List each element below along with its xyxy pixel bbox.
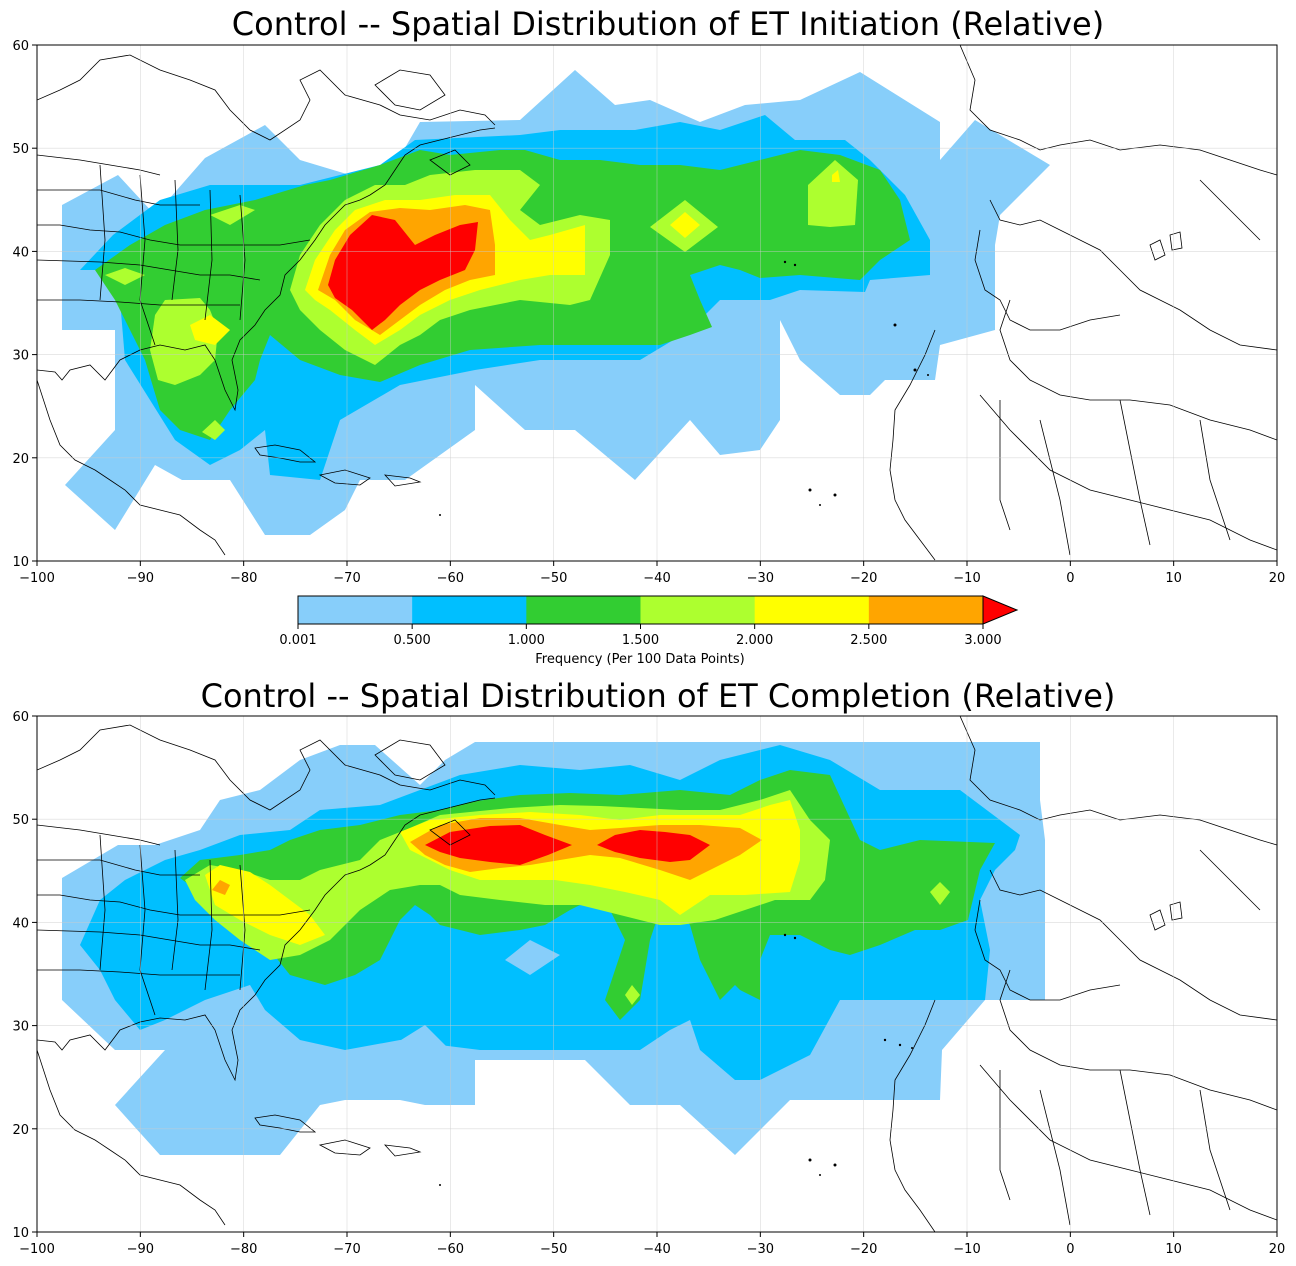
contour-level-3.0 [328,215,478,330]
x-tick-label: −20 [850,571,877,586]
colorbar-label: Frequency (Per 100 Data Points) [535,652,744,667]
coastlines [37,716,1277,1232]
contour-level-3.0 [425,825,572,865]
x-tick-label: −30 [747,1242,774,1257]
x-tick-label: −10 [953,571,980,586]
colorbar-swatches [298,596,984,624]
y-tick-label: 40 [12,245,29,260]
x-tick-label: 10 [1165,1242,1182,1257]
contour-level-1.5 [808,160,858,227]
latitude-axis: 60 50 40 30 20 10 [12,39,37,570]
colorbar: 0.001 0.500 1.000 1.500 2.000 2.500 3.000 Freq… [279,595,1019,667]
x-tick-label: 20 [1269,1242,1286,1257]
coastlines [37,45,1277,561]
contour-level-3.0 [597,830,710,862]
contour-level-1.5 [930,882,950,905]
longitude-axis: −100 −90 −80 −70 −60 −50 −40 −30 −20 −10 0 10 20 [19,561,1285,586]
x-tick-label: −30 [747,571,774,586]
y-tick-label: 60 [12,39,29,54]
x-tick-label: 20 [1269,571,1286,586]
latitude-axis: 60 50 40 30 20 10 [12,710,37,1241]
colorbar-tick-label: 3.000 [964,633,1001,648]
x-tick-label: −70 [333,1242,360,1257]
y-tick-label: 40 [12,916,29,931]
colorbar-tick-label: 1.000 [508,633,545,648]
contour-fill [62,70,1050,535]
x-tick-label: 0 [1066,571,1074,586]
x-tick-label: −100 [19,571,55,586]
x-tick-label: −60 [437,1242,464,1257]
y-tick-label: 10 [12,1226,29,1241]
contour-level-1.0-hole [720,985,750,1018]
contour-level-0.5-hole [505,940,560,975]
contour-level-2.0 [670,212,700,238]
colorbar-tick-label: 1.500 [622,633,659,648]
colorbar-swatch [640,596,756,624]
contour-level-1.5 [105,268,145,285]
islands [439,933,913,1186]
colorbar-ticks: 0.001 0.500 1.000 1.500 2.000 2.500 3.000 [279,624,1002,648]
contour-level-2.0 [190,315,230,345]
contour-level-1.5 [625,985,640,1005]
contour-level-2.5 [212,880,230,895]
colorbar-swatch [298,596,413,624]
y-tick-label: 60 [12,710,29,725]
map-panel-initiation: Control -- Spatial Distribution of ET In… [12,5,1285,586]
colorbar-swatch [526,596,641,624]
map-panel-completion: Control -- Spatial Distribution of ET Co… [12,677,1285,1257]
colorbar-tick-label: 2.500 [850,633,887,648]
x-tick-label: −60 [437,571,464,586]
y-tick-label: 30 [12,1020,29,1035]
x-tick-label: −70 [333,571,360,586]
x-tick-label: −50 [540,571,567,586]
y-tick-label: 20 [12,452,29,467]
y-tick-label: 30 [12,349,29,364]
panel-title: Control -- Spatial Distribution of ET In… [232,5,1104,43]
x-tick-label: −90 [127,1242,154,1257]
y-tick-label: 50 [12,142,29,157]
x-tick-label: −90 [127,571,154,586]
x-tick-label: 10 [1165,571,1182,586]
x-tick-label: −80 [230,1242,257,1257]
x-tick-label: −50 [540,1242,567,1257]
contour-level-2.0 [205,865,325,945]
panel-title: Control -- Spatial Distribution of ET Co… [201,677,1116,715]
x-tick-label: −100 [19,1242,55,1257]
colorbar-swatch [868,596,984,624]
y-tick-label: 10 [12,555,29,570]
islands [439,260,929,516]
colorbar-tick-label: 2.000 [736,633,773,648]
x-tick-label: −40 [643,571,670,586]
x-tick-label: −20 [850,1242,877,1257]
colorbar-swatch [754,596,870,624]
contour-level-2.0 [832,170,840,182]
colorbar-extend-arrow [982,595,1019,625]
y-tick-label: 20 [12,1123,29,1138]
longitude-axis: −100 −90 −80 −70 −60 −50 −40 −30 −20 −10 0 10 20 [19,1232,1285,1257]
contour-level-1.5 [202,420,225,440]
x-tick-label: −10 [953,1242,980,1257]
colorbar-swatch [412,596,527,624]
y-tick-label: 50 [12,813,29,828]
contour-level-0.5-hole [385,1025,450,1090]
x-tick-label: 0 [1066,1242,1074,1257]
colorbar-tick-label: 0.001 [279,633,316,648]
colorbar-tick-label: 0.500 [394,633,431,648]
x-tick-label: −80 [230,571,257,586]
contour-level-2.0 [222,890,245,905]
x-tick-label: −40 [643,1242,670,1257]
